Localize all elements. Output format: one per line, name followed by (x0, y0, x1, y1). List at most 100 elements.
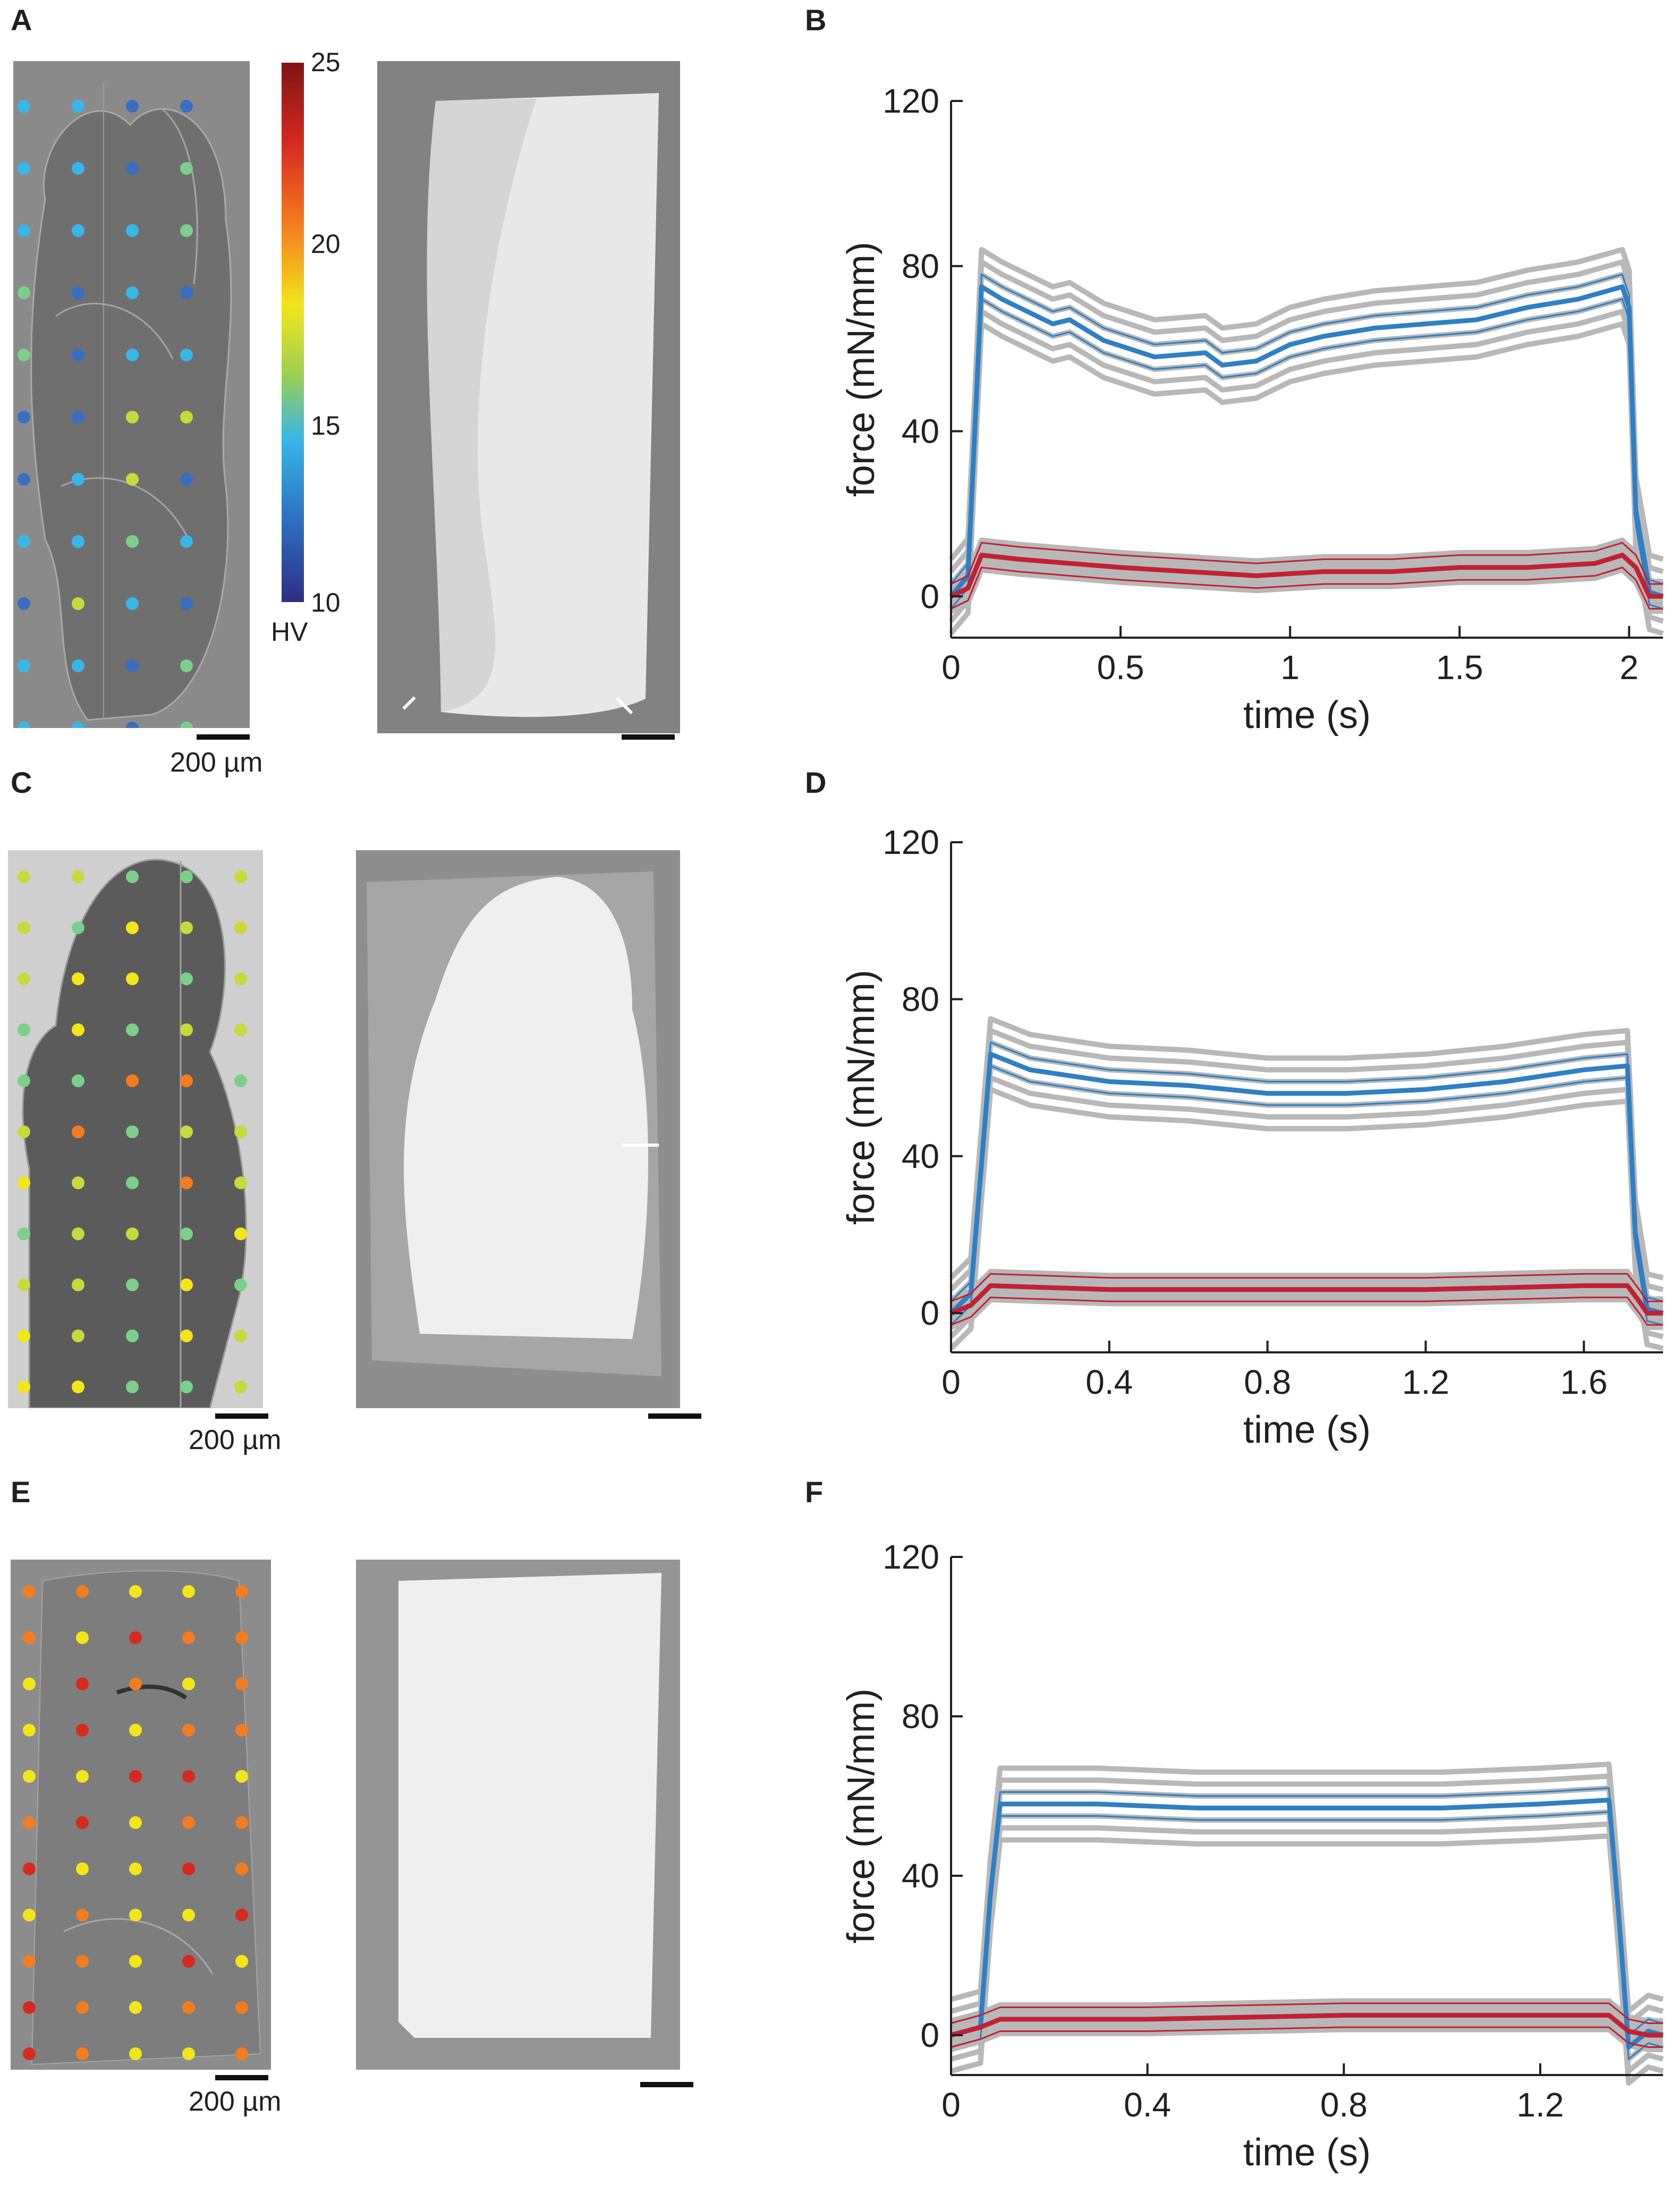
hardness-dot (76, 1724, 89, 1737)
hardness-dot (76, 1862, 89, 1875)
replicate-trace (950, 1297, 1663, 1330)
force-chart-f: 0 40 80 120 0 0.4 0.8 1.2 time (s) force (mN/mm) (840, 1538, 1664, 2174)
hardness-dot (235, 1585, 248, 1598)
hardness-dot (18, 1381, 30, 1393)
hardness-dot (126, 1381, 139, 1393)
hardness-dot (72, 1278, 84, 1291)
hardness-dot (129, 1724, 142, 1737)
hardness-dot (18, 100, 30, 113)
hardness-dot (126, 224, 139, 237)
hardness-dot (18, 722, 30, 728)
hardness-dot (180, 1023, 193, 1036)
x-tick-label: 0.4 (1124, 2086, 1171, 2124)
y-tick-label: 120 (883, 1538, 939, 1576)
hardness-dot (129, 1585, 142, 1598)
replicate-trace (950, 2022, 1663, 2047)
replicate-trace (949, 309, 1664, 624)
hardness-dot (18, 411, 30, 424)
replicate-trace (950, 1288, 1663, 1320)
hardness-dot (18, 286, 30, 299)
hardness-dot (180, 1227, 193, 1240)
hardness-dot (235, 1909, 248, 1921)
hardness-dot (18, 224, 30, 237)
hardness-dot (234, 1176, 247, 1189)
colorbar-tick-15: 15 (311, 411, 341, 441)
hardness-dot (23, 1955, 36, 1968)
x-tick-label: 0.4 (1085, 1363, 1133, 1401)
hardness-dot (76, 1678, 89, 1690)
colorbar-tick-10: 10 (311, 588, 341, 617)
hardness-dot (182, 1770, 195, 1783)
replicate-trace (949, 1087, 1664, 1351)
hardness-dot (234, 1381, 247, 1393)
hardness-dot (126, 921, 139, 934)
x-tick-label: 0 (941, 1363, 961, 1401)
hardness-dot (18, 1278, 30, 1291)
hardness-dot (235, 1862, 248, 1875)
hardness-dot (180, 349, 193, 361)
panel-label-d: D (805, 766, 827, 799)
hardness-dot (72, 722, 84, 728)
x-axis-label: time (s) (1243, 694, 1371, 736)
hardness-dot (180, 1381, 193, 1393)
hardness-dot (126, 972, 139, 985)
y-axis-label: force (mN/mm) (840, 1689, 883, 1944)
hardness-dot (72, 1227, 84, 1240)
sd-upper-line (951, 1273, 1663, 1302)
hardness-dot (18, 1227, 30, 1240)
y-axis-label: force (mN/mm) (840, 970, 883, 1225)
hardness-dot (180, 972, 193, 985)
hardness-dot (235, 2047, 248, 2060)
mean-line-red (950, 2013, 1663, 2038)
hardness-dot (18, 162, 30, 175)
hardness-dot (182, 2001, 195, 2014)
hardness-dot (72, 224, 84, 237)
hardness-dot (72, 1074, 84, 1087)
scale-text-c: 200 µm (189, 1425, 282, 1455)
x-tick-label: 2 (1619, 648, 1639, 687)
sample-c-micrograph (8, 850, 263, 1408)
panel-label-a: A (11, 3, 32, 37)
replicate-trace (950, 2003, 1663, 2028)
hardness-dot (126, 1125, 139, 1138)
x-axis-label: time (s) (1243, 2131, 1371, 2174)
hardness-dot (126, 411, 139, 424)
hardness-dot (76, 1909, 89, 1921)
hardness-dot (126, 1023, 139, 1036)
hardness-dot (23, 1678, 36, 1690)
x-tick-label: 1.2 (1516, 2086, 1564, 2124)
scale-bar-c (215, 1413, 268, 1419)
colorbar (282, 63, 304, 602)
hardness-dot (18, 921, 30, 934)
sample-c-xray-image (356, 850, 680, 1408)
hardness-dot (72, 100, 84, 113)
x-tick-label: 0.8 (1320, 2086, 1368, 2124)
replicate-trace (949, 321, 1664, 636)
y-tick-label: 0 (920, 2016, 939, 2054)
hardness-dot (18, 1074, 30, 1087)
x-tick-label: 1.5 (1436, 648, 1483, 687)
hardness-dot (23, 1585, 36, 1598)
hardness-dot (182, 1631, 195, 1644)
hardness-dot (182, 2047, 195, 2060)
scale-bar-a (197, 734, 250, 740)
hardness-dot (234, 1023, 247, 1036)
hardness-dot (234, 1227, 247, 1240)
hardness-dot (180, 286, 193, 299)
x-axis-label: time (s) (1243, 1409, 1371, 1451)
hardness-dot (76, 1770, 89, 1783)
hardness-dot (76, 1631, 89, 1644)
sd-lower-line (951, 566, 1663, 610)
hardness-dot (126, 1278, 139, 1291)
hardness-dot (129, 1631, 142, 1644)
hardness-dot (234, 921, 247, 934)
hardness-dot (23, 1862, 36, 1875)
y-tick-label: 40 (902, 1137, 939, 1175)
hardness-dot (72, 597, 84, 610)
scale-bar-a-xray (622, 734, 675, 740)
arrow-c (622, 1144, 659, 1147)
hardness-dot (182, 1955, 195, 1968)
hardness-dot (129, 1770, 142, 1783)
hardness-dot (180, 1330, 193, 1342)
sample-e-xray-image (356, 1560, 680, 2070)
